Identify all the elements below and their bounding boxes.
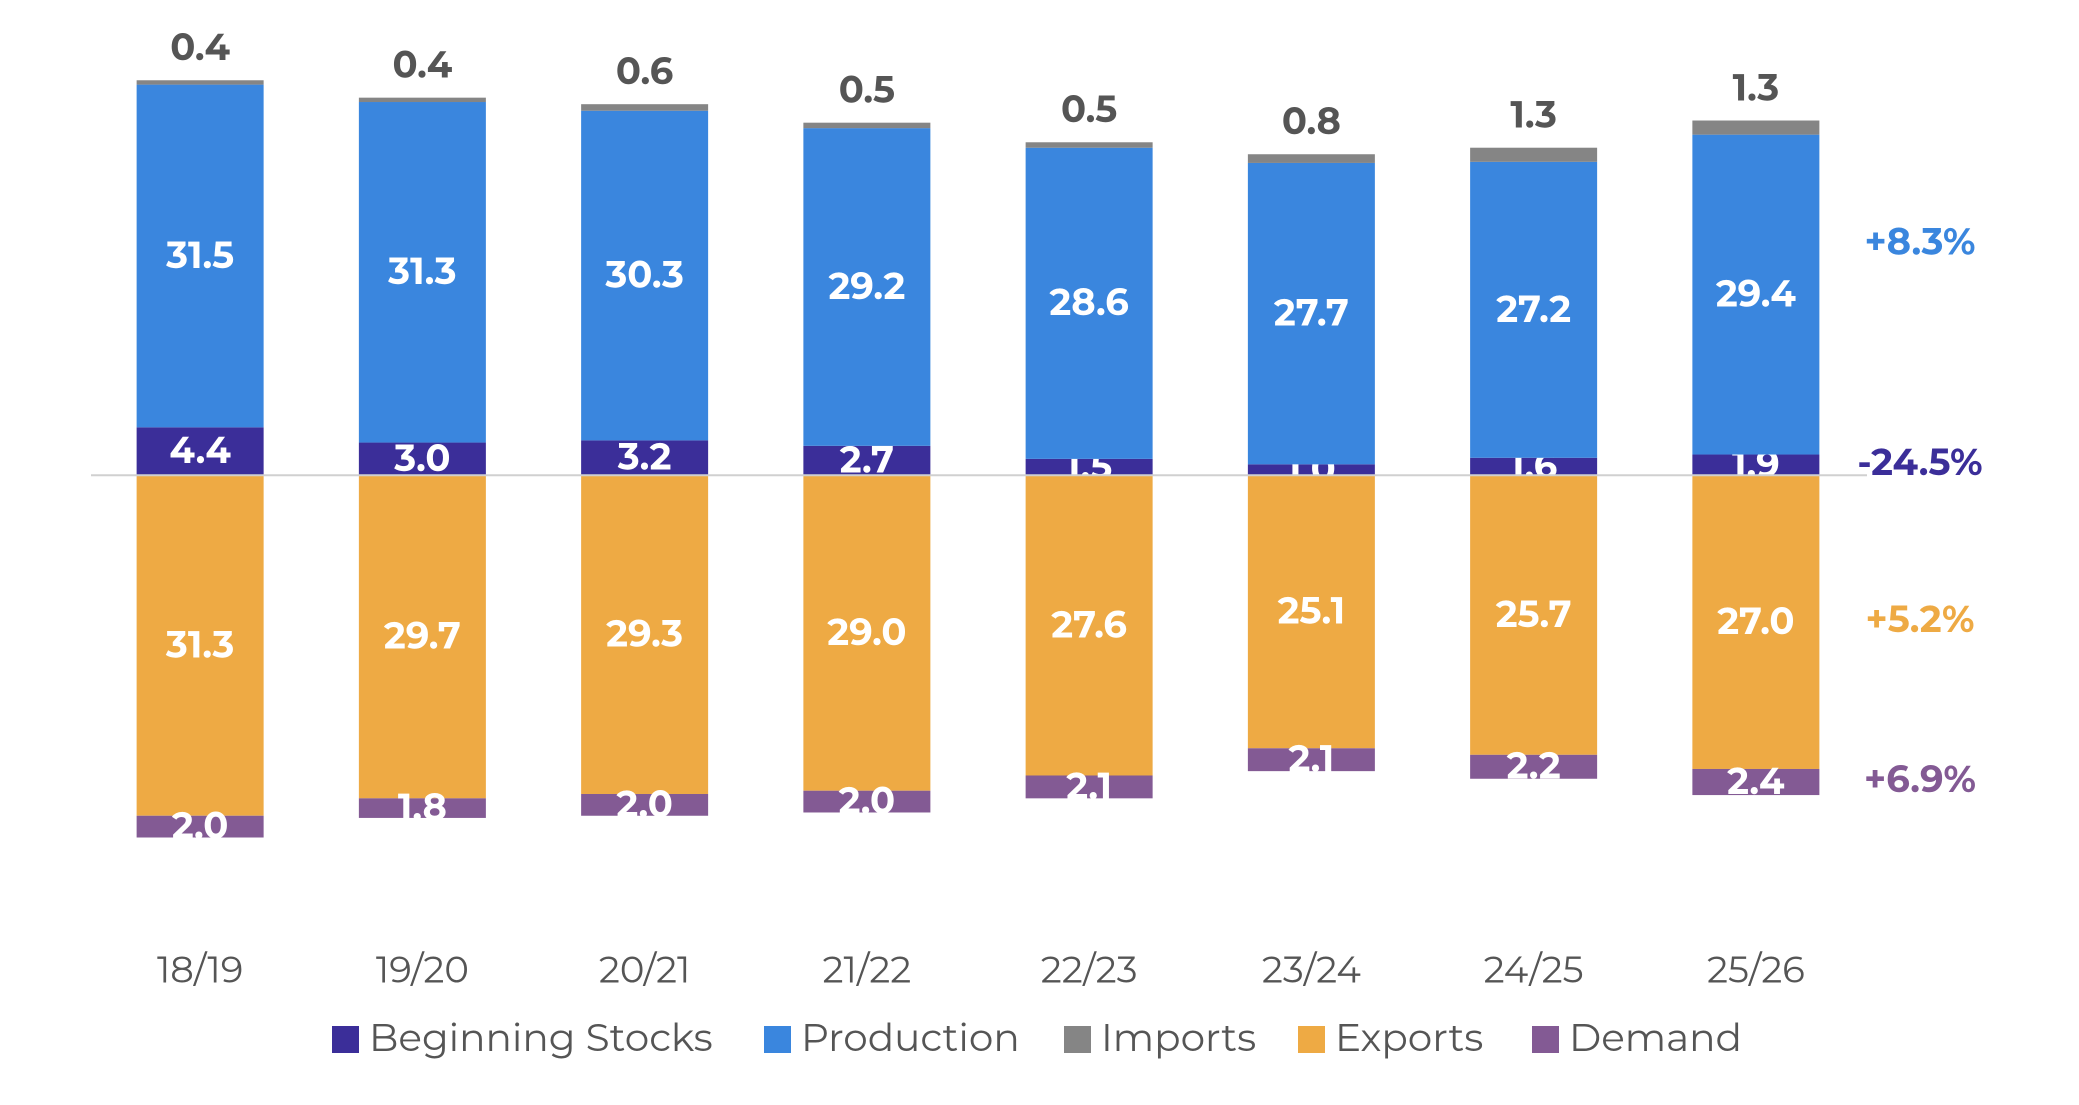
data-label: 2.1 — [1288, 737, 1334, 782]
data-label: 1.3 — [1510, 93, 1556, 138]
data-label: 2.0 — [616, 782, 673, 827]
legend-label: Exports — [1335, 1013, 1483, 1061]
bar-segment — [1470, 147, 1598, 162]
bar-segment — [1692, 475, 1820, 769]
data-label: 3.2 — [617, 435, 672, 480]
data-label: 29.7 — [384, 614, 461, 659]
bar-segment — [1692, 120, 1820, 135]
data-label: 30.3 — [604, 253, 684, 298]
x-tick-label: 21/22 — [822, 948, 911, 993]
change-annotation: +8.3% — [1865, 220, 1976, 265]
x-tick-label: 25/26 — [1707, 948, 1805, 993]
bar-segment — [1470, 161, 1598, 458]
bar-segment — [581, 793, 709, 816]
data-label: 31.3 — [387, 249, 456, 294]
data-label: 2.0 — [839, 779, 896, 824]
bar-segment — [1025, 147, 1153, 459]
bar-segment — [1470, 457, 1598, 476]
data-label: 4.4 — [169, 428, 231, 473]
legend-swatch — [1532, 1026, 1559, 1053]
bar-segment — [358, 102, 486, 443]
data-label: 31.3 — [165, 622, 234, 667]
bar-segment — [1247, 154, 1375, 163]
bar-segment — [358, 798, 486, 818]
change-annotation: +6.9% — [1864, 757, 1976, 802]
bar-segment — [1247, 748, 1375, 772]
bar-segment — [136, 427, 264, 476]
bar-segment — [1692, 768, 1820, 796]
bar-segment — [1025, 142, 1153, 148]
x-tick-label: 19/20 — [376, 948, 469, 993]
data-label: 2.0 — [172, 804, 229, 849]
bar-segment — [1692, 454, 1820, 476]
data-label: 29.2 — [828, 264, 905, 309]
bar-segment — [581, 110, 709, 441]
x-tick-label: 18/19 — [157, 948, 243, 993]
bar-segment — [803, 475, 931, 791]
data-label: 0.4 — [170, 25, 230, 70]
legend-label: Production — [801, 1013, 1020, 1061]
bar-segment — [1470, 475, 1598, 755]
bar-segment — [803, 445, 931, 476]
bar-segment — [1025, 775, 1153, 799]
bar-segment — [581, 475, 709, 794]
data-label: 3.0 — [393, 436, 450, 481]
bar-segment — [136, 815, 264, 838]
bar-segment — [1247, 162, 1375, 465]
legend-swatch — [332, 1026, 359, 1053]
bar-segment — [136, 80, 264, 85]
legend-swatch — [764, 1026, 791, 1053]
bar-segment — [1025, 458, 1153, 476]
data-label: 31.5 — [165, 233, 234, 278]
bar-segment — [136, 84, 264, 428]
data-label: 2.1 — [1066, 764, 1112, 809]
legend-label: Demand — [1569, 1013, 1742, 1061]
data-label: 28.6 — [1049, 280, 1128, 325]
bar-segment — [358, 475, 486, 799]
data-label: 0.5 — [1061, 87, 1117, 132]
data-label: 29.4 — [1716, 272, 1797, 317]
x-tick-label: 24/25 — [1484, 948, 1584, 993]
data-label: 25.7 — [1496, 592, 1572, 637]
bar-segment — [581, 104, 709, 111]
data-label: 25.1 — [1278, 589, 1345, 634]
change-annotation: -24.5% — [1857, 440, 1982, 485]
data-label: 0.8 — [1282, 99, 1341, 144]
bar-segment — [581, 440, 709, 476]
bar-segment — [1692, 134, 1820, 455]
data-label: 1.3 — [1733, 65, 1779, 110]
data-label: 29.3 — [606, 612, 683, 657]
change-annotation: +5.2% — [1866, 597, 1975, 642]
data-label: 0.5 — [839, 68, 895, 113]
data-label: 0.4 — [392, 43, 452, 88]
data-label: 2.2 — [1507, 744, 1561, 789]
bar-segment — [1247, 464, 1375, 476]
bar-segment — [358, 97, 486, 103]
x-tick-label: 23/24 — [1262, 948, 1361, 993]
x-tick-label: 22/23 — [1041, 948, 1138, 993]
data-label: 27.0 — [1717, 599, 1794, 644]
data-label: 27.6 — [1051, 602, 1127, 647]
legend-swatch — [1064, 1026, 1091, 1053]
legend-label: Beginning Stocks — [369, 1013, 713, 1061]
bar-segment — [1470, 754, 1598, 779]
bar-segment — [358, 442, 486, 476]
bar-segment — [803, 122, 931, 129]
x-tick-label: 20/21 — [599, 948, 690, 993]
bar-segment — [803, 128, 931, 446]
legend-swatch — [1298, 1026, 1325, 1053]
legend-label: Imports — [1101, 1013, 1256, 1061]
data-label: 0.6 — [616, 49, 673, 94]
bar-segment — [803, 790, 931, 813]
data-label: 29.0 — [827, 610, 906, 655]
bar-segment — [1247, 475, 1375, 749]
bar-segment — [1025, 475, 1153, 776]
bar-segment — [136, 475, 264, 816]
data-label: 27.2 — [1496, 287, 1571, 332]
data-label: 1.8 — [398, 785, 447, 830]
data-label: 27.7 — [1274, 291, 1349, 336]
data-label: 2.4 — [1727, 759, 1785, 804]
